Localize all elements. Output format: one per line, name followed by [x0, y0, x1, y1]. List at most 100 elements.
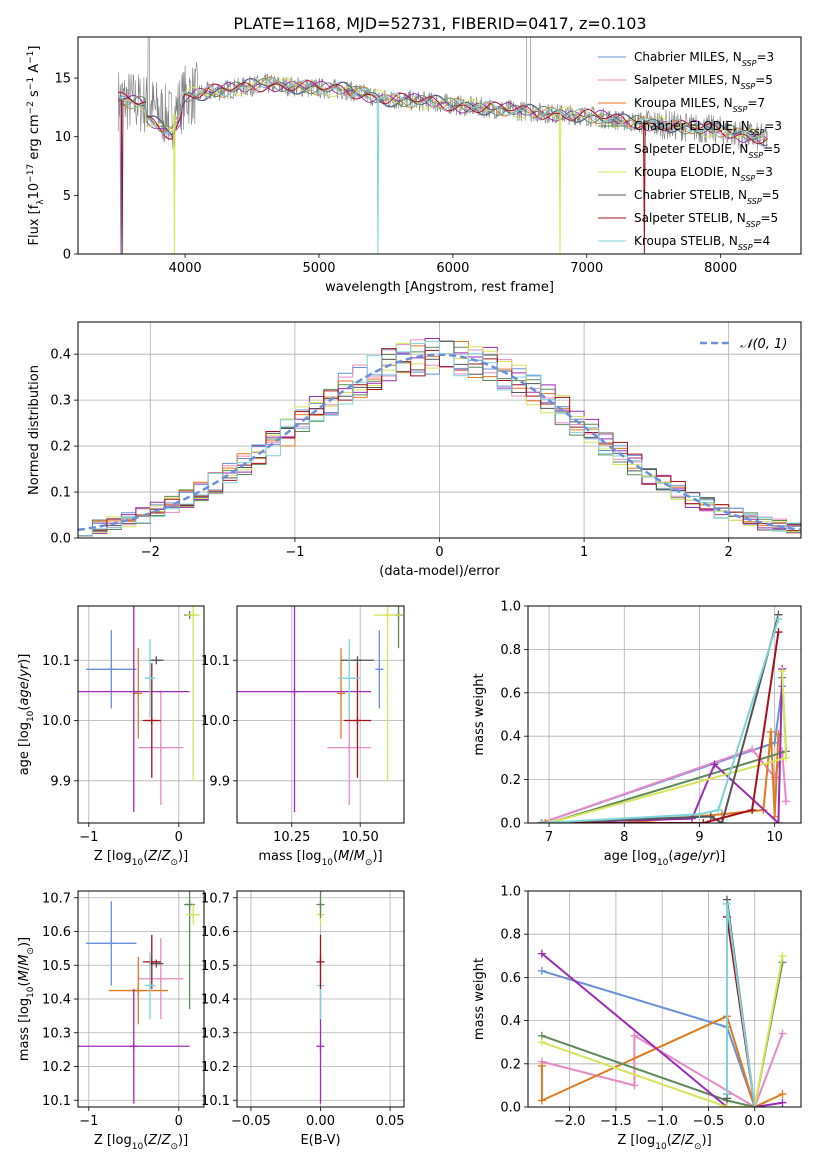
- y-tick-label: 0.2: [500, 773, 521, 788]
- y-tick-label: 0.8: [500, 643, 521, 658]
- series-point-marker: [778, 1090, 787, 1099]
- y-tick-label: 10.1: [42, 1094, 71, 1109]
- x-tick-label: −2: [141, 545, 160, 560]
- y-tick-label: 10.7: [42, 891, 71, 906]
- model-salpeter-stelib-line: [118, 80, 768, 145]
- y-axis-label: mass weight: [472, 958, 487, 1040]
- x-axis-label: mass [log10(M/M⊙)]: [258, 849, 382, 868]
- age-vs-metallicity-points: [78, 606, 201, 813]
- x-tick-label: 7: [545, 830, 553, 845]
- data-point-marker: [316, 900, 325, 909]
- x-tick-label: −1.0: [646, 1114, 678, 1129]
- axes-frame: [236, 890, 405, 1108]
- series-point-marker: [537, 1096, 546, 1105]
- series-point-marker: [537, 1038, 546, 1047]
- series-point-marker: [718, 819, 727, 823]
- figure-title: PLATE=1168, MJD=52731, FIBERID=0417, z=0…: [233, 14, 646, 33]
- legend-entry: Kroupa ELODIE, NSSP=3: [634, 165, 773, 183]
- series-point-marker: [537, 1061, 546, 1070]
- data-point-marker: [290, 687, 299, 696]
- mass-weight-vs-age-series: [537, 610, 790, 823]
- series-point-marker: [778, 667, 787, 676]
- legend-entry: Chabrier MILES, NSSP=3: [634, 50, 774, 68]
- model-drop-line: [558, 114, 562, 254]
- mass-vs-metallicity-panel: −1 0 10.1 10.2 10.3 10.4 10.5 10.6 10.7 mass [log…: [17, 890, 205, 1152]
- histogram-curves: [78, 338, 801, 537]
- data-point-marker: [185, 900, 194, 909]
- legend-entry: Kroupa MILES, NSSP=7: [634, 96, 765, 114]
- series-point-marker: [781, 753, 790, 762]
- axes-frame: [77, 890, 205, 1108]
- legend-entry: Chabrier STELIB, NSSP=5: [634, 188, 779, 206]
- data-point-marker: [134, 986, 143, 995]
- x-tick-label: −1.5: [600, 1114, 632, 1129]
- y-tick-label: 0.6: [500, 971, 521, 986]
- series-point-marker: [766, 727, 775, 736]
- x-tick-label: 0.0: [744, 1114, 765, 1129]
- spectrum-legend: Chabrier MILES, NSSP=3 Salpeter MILES, NS…: [598, 50, 782, 252]
- data-point-marker: [156, 974, 165, 983]
- x-axis-label: Z [log10(Z/Z⊙)]: [617, 1133, 711, 1152]
- series-point-marker: [748, 805, 757, 814]
- series-point-marker: [537, 819, 546, 823]
- data-point-marker: [129, 687, 138, 696]
- series-salpeter-elodie-line: [541, 952, 783, 1107]
- legend-entry: Salpeter MILES, NSSP=5: [634, 73, 773, 91]
- series-point-marker: [706, 812, 715, 821]
- series-point-marker: [778, 1029, 787, 1038]
- x-axis-label: wavelength [Angstrom, rest frame]: [325, 280, 554, 295]
- series-point-marker: [545, 819, 554, 823]
- series-point-marker: [778, 951, 787, 960]
- y-tick-label: 10: [54, 130, 71, 145]
- x-tick-label: 0: [435, 545, 443, 560]
- mass-vs-metallicity-points: [78, 891, 201, 1104]
- mass-weight-vs-metallicity-series: [537, 895, 787, 1107]
- x-tick-label: 1: [580, 545, 588, 560]
- axes-frame: [77, 36, 802, 255]
- x-tick-label: 2: [725, 545, 733, 560]
- y-tick-label: 10.1: [42, 654, 71, 669]
- series-salpeter-elodie-line: [541, 668, 784, 823]
- x-axis-label: E(B-V): [300, 1133, 340, 1148]
- model-salpeter-elodie-line: [118, 80, 768, 143]
- y-tick-label: 1.0: [500, 600, 521, 615]
- x-tick-label: 8: [620, 830, 628, 845]
- x-tick-label: 5000: [302, 261, 335, 276]
- y-tick-label: 0.1: [50, 486, 71, 501]
- data-point-marker: [337, 689, 346, 698]
- y-axis-label: age [log10(age/yr)]: [17, 654, 36, 776]
- x-tick-label: −2.0: [554, 1114, 586, 1129]
- spectrum-panel: 4000 5000 6000 7000 8000 0 5 10 15 wavelength [An…: [26, 36, 802, 295]
- x-tick-label: 10.25: [273, 830, 310, 845]
- data-point-marker: [383, 611, 392, 620]
- mass-weight-vs-metallicity-panel: −2.0 −1.5 −1.0 −0.5 0.0 0.0 0.2 0.4 0.6 0.8 1.0 mas…: [472, 885, 802, 1152]
- x-tick-label: 0.05: [376, 1114, 405, 1129]
- x-tick-label: 9: [695, 830, 703, 845]
- y-tick-label: 0.8: [500, 928, 521, 943]
- series-point-marker: [695, 810, 704, 819]
- series-point-marker: [750, 1103, 759, 1107]
- y-tick-label: 10.1: [201, 1094, 230, 1109]
- x-tick-label: −0.05: [231, 1114, 271, 1129]
- x-tick-label: 0: [175, 1114, 183, 1129]
- y-tick-label: 10.0: [201, 714, 230, 729]
- model-kroupa-stelib-line: [117, 78, 768, 139]
- age-vs-mass-panel: 10.25 10.50 9.9 10.0 10.1 mass [log10(M/M⊙)]: [201, 605, 405, 868]
- series-point-marker: [630, 1081, 639, 1090]
- y-tick-label: 9.9: [50, 774, 71, 789]
- data-point-marker: [152, 959, 161, 968]
- legend-entry: 𝒩(0, 1): [740, 337, 787, 352]
- series-point-marker: [710, 760, 719, 769]
- data-point-marker: [375, 665, 384, 674]
- series-kroupa-elodie-line: [548, 671, 788, 823]
- x-axis-label: age [log10(age/yr)]: [604, 849, 726, 868]
- y-tick-label: 0.6: [500, 686, 521, 701]
- x-tick-label: 7000: [570, 261, 603, 276]
- legend-entry: Salpeter ELODIE, NSSP=5: [634, 142, 781, 160]
- legend-entry: Chabrier ELODIE, NSSP=3: [634, 119, 782, 137]
- series-point-marker: [774, 628, 783, 637]
- data-point-marker: [147, 957, 156, 966]
- data-point-marker: [353, 716, 362, 725]
- y-tick-label: 0.0: [50, 532, 71, 547]
